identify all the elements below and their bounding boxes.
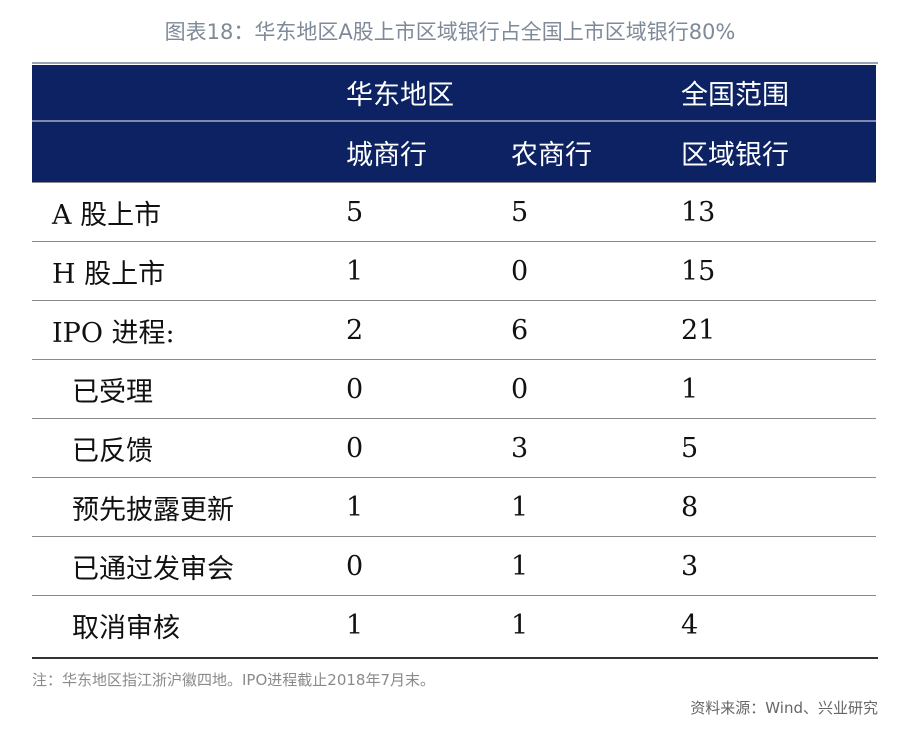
cell-value: 3 [681,536,876,596]
cell-value: 1 [511,536,681,596]
cell-value: 0 [511,241,681,301]
row-label: 已受理 [32,359,328,419]
cell-value: 1 [328,241,511,301]
row-label: 已通过发审会 [32,536,328,596]
data-table: 华东地区 全国范围 城商行 农商行 区域银行 A 股上市 5 5 13 H 股上市 1 0 1… [32,65,876,654]
table-row: IPO 进程: 2 6 21 [32,300,876,360]
cell-value: 1 [511,595,681,654]
row-label: A 股上市 [32,182,328,242]
cell-value: 13 [681,182,876,242]
footnote: 注：华东地区指江浙沪徽四地。IPO进程截止2018年7月末。 [32,671,435,689]
header-rural-commercial: 农商行 [511,121,681,183]
cell-value: 0 [511,359,681,419]
header-group-national: 全国范围 [681,65,876,122]
row-label: IPO 进程: [32,300,328,360]
row-label: 预先披露更新 [32,477,328,537]
table-row: 已反馈 0 3 5 [32,418,876,478]
cell-value: 5 [511,182,681,242]
table-row: 预先披露更新 1 1 8 [32,477,876,537]
header-row-groups: 华东地区 全国范围 [32,65,876,122]
cell-value: 4 [681,595,876,654]
cell-value: 0 [328,418,511,478]
cell-value: 21 [681,300,876,360]
row-label: 取消审核 [32,595,328,654]
row-label: 已反馈 [32,418,328,478]
cell-value: 5 [328,182,511,242]
cell-value: 1 [681,359,876,419]
cell-value: 5 [681,418,876,478]
bottom-rule [32,657,878,659]
header-group-east-china: 华东地区 [328,65,681,122]
cell-value: 0 [328,536,511,596]
header-row-columns: 城商行 农商行 区域银行 [32,121,876,183]
cell-value: 3 [511,418,681,478]
table-row: 已受理 0 0 1 [32,359,876,419]
cell-value: 15 [681,241,876,301]
cell-value: 1 [328,477,511,537]
table-row: H 股上市 1 0 15 [32,241,876,301]
top-rule [32,62,878,64]
cell-value: 6 [511,300,681,360]
header-regional-bank: 区域银行 [681,121,876,183]
cell-value: 8 [681,477,876,537]
source-note: 资料来源：Wind、兴业研究 [690,699,878,717]
cell-value: 0 [328,359,511,419]
cell-value: 1 [328,595,511,654]
header-city-commercial: 城商行 [328,121,511,183]
table-row: 已通过发审会 0 1 3 [32,536,876,596]
cell-value: 1 [511,477,681,537]
table-row: 取消审核 1 1 4 [32,595,876,654]
row-label: H 股上市 [32,241,328,301]
figure-title: 图表18：华东地区A股上市区域银行占全国上市区域银行80% [164,20,736,44]
table-row: A 股上市 5 5 13 [32,182,876,242]
cell-value: 2 [328,300,511,360]
